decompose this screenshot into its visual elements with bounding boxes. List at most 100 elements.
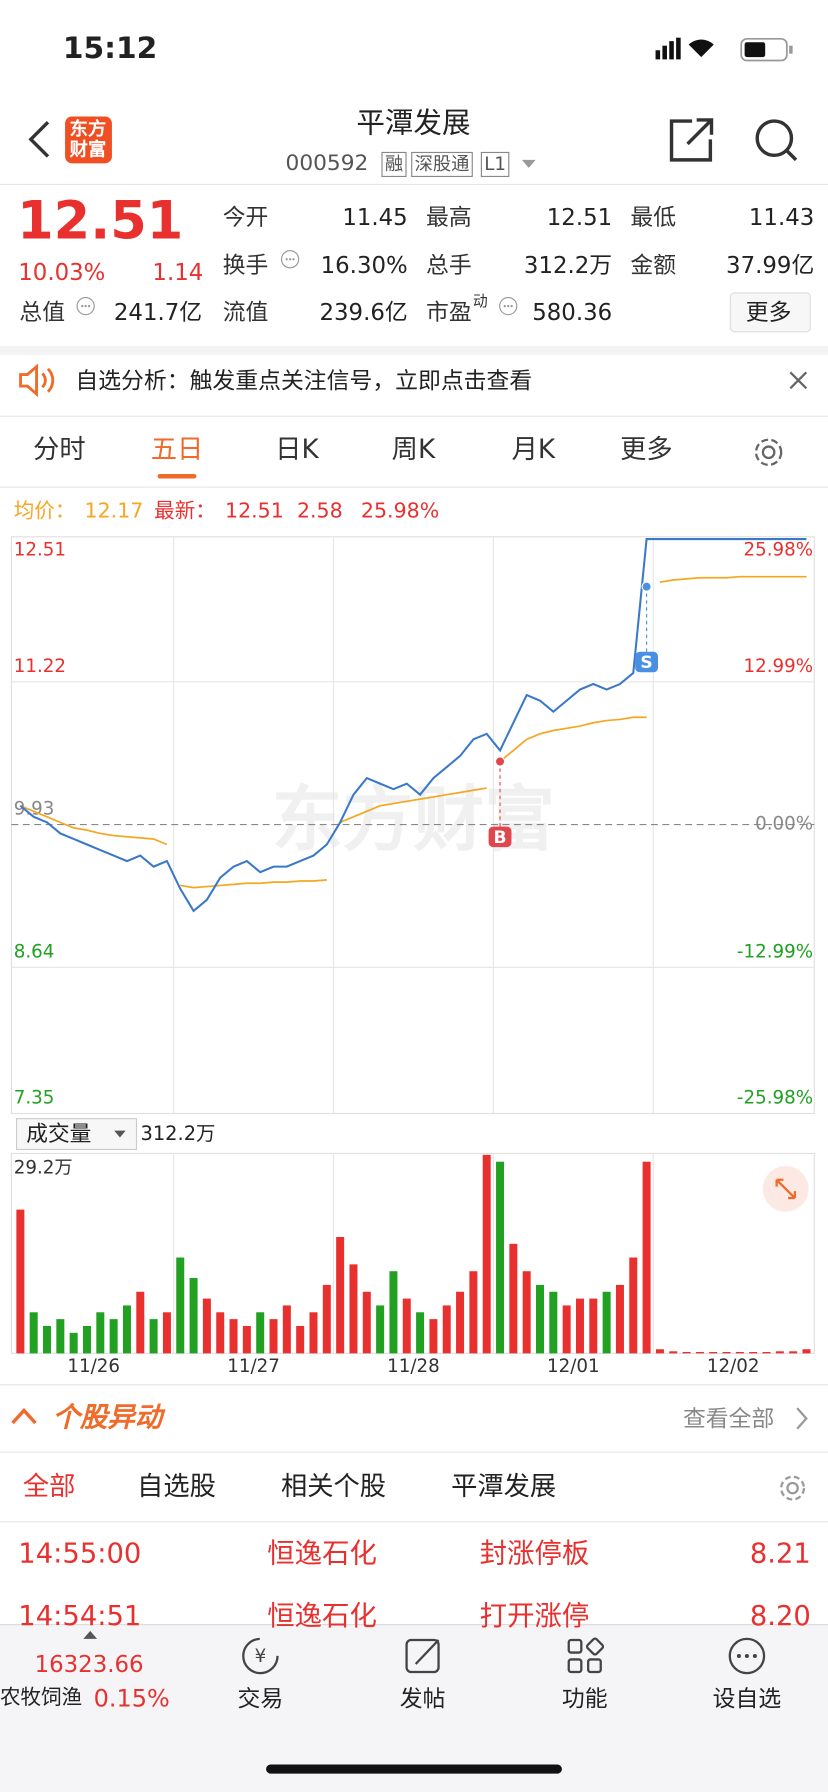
volume-bar bbox=[296, 1325, 305, 1354]
index-name: 农牧饲渔 bbox=[0, 1685, 83, 1710]
volume-bar bbox=[749, 1351, 758, 1354]
home-indicator bbox=[266, 1764, 562, 1774]
volume-bar bbox=[96, 1312, 105, 1354]
volume-bar bbox=[229, 1319, 238, 1354]
stock-title: 平潭发展 bbox=[356, 106, 471, 140]
period-tab[interactable]: 月K bbox=[511, 435, 556, 465]
tag: 融 bbox=[381, 151, 407, 178]
volume-bar bbox=[349, 1264, 358, 1354]
field-sup: 动 bbox=[472, 293, 488, 311]
news-cell: 打开涨停 bbox=[479, 1600, 590, 1633]
y-tick-label: 7.35 bbox=[14, 1088, 55, 1109]
change-pct: 10.03% bbox=[18, 258, 106, 286]
field-value: 312.2万 bbox=[523, 251, 613, 279]
more-button[interactable]: 更多 bbox=[729, 292, 811, 333]
last-value: 12.51 bbox=[224, 499, 284, 524]
news-tab[interactable]: 自选股 bbox=[137, 1472, 216, 1502]
view-all[interactable]: 查看全部 bbox=[682, 1404, 775, 1433]
field-value: 16.30% bbox=[320, 251, 408, 279]
news-tab[interactable]: 相关个股 bbox=[280, 1472, 387, 1502]
price-line bbox=[19, 538, 807, 913]
period-tab[interactable]: 五日 bbox=[150, 435, 204, 465]
more-text: 更多 bbox=[745, 298, 792, 326]
app-logo: 东方 财富 bbox=[65, 116, 112, 164]
volume-bar bbox=[282, 1305, 291, 1354]
volume-bar bbox=[322, 1284, 331, 1354]
info-icon[interactable] bbox=[280, 249, 303, 272]
news-tab[interactable]: 全部 bbox=[22, 1472, 76, 1502]
marker-box bbox=[635, 651, 659, 673]
volume-bar bbox=[389, 1271, 398, 1354]
volume-bar bbox=[149, 1319, 158, 1354]
period-tab[interactable]: 分时 bbox=[33, 435, 86, 465]
volume-total: 312.2万 bbox=[140, 1122, 216, 1146]
up-arrow bbox=[83, 1630, 98, 1639]
logo-text: 东方 bbox=[69, 117, 107, 140]
field-value: 12.51 bbox=[546, 203, 613, 231]
volume-bar bbox=[469, 1271, 478, 1354]
settings-icon[interactable] bbox=[751, 435, 785, 469]
period-tab[interactable]: 更多 bbox=[620, 435, 673, 465]
back-button[interactable] bbox=[23, 119, 57, 160]
volume-bar bbox=[482, 1154, 491, 1354]
field-label: 总值 bbox=[19, 298, 66, 326]
last-label: 最新： bbox=[154, 499, 216, 524]
header-icons[interactable] bbox=[667, 114, 804, 165]
x-tick-label: 11/26 bbox=[67, 1356, 120, 1377]
info-icon[interactable] bbox=[498, 296, 521, 319]
dropdown-arrow bbox=[114, 1130, 126, 1138]
volume-bar bbox=[522, 1271, 531, 1354]
marker-label: S bbox=[640, 653, 652, 673]
volume-frame bbox=[10, 1152, 815, 1354]
dropdown-arrow[interactable] bbox=[520, 158, 538, 172]
x-tick-label: 12/01 bbox=[547, 1356, 600, 1377]
field-value: 580.36 bbox=[532, 298, 613, 326]
volume-bar bbox=[682, 1351, 691, 1354]
change: 1.14 bbox=[152, 258, 204, 286]
banner-text[interactable]: 自选分析：触发重点关注信号，立即点击查看 bbox=[75, 366, 533, 395]
field-value: 37.99亿 bbox=[726, 251, 815, 279]
field-label: 市盈 bbox=[425, 298, 472, 326]
divider bbox=[0, 415, 828, 417]
nav-item[interactable]: 交易 bbox=[237, 1684, 284, 1712]
volume-bar bbox=[709, 1351, 718, 1354]
volume-bar bbox=[136, 1291, 145, 1354]
volume-bar bbox=[615, 1284, 624, 1354]
volume-bar bbox=[269, 1319, 278, 1354]
volume-bar bbox=[256, 1312, 265, 1354]
news-cell: 恒逸石化 bbox=[267, 1600, 377, 1633]
settings-icon[interactable] bbox=[777, 1472, 809, 1504]
nav-item[interactable]: 发帖 bbox=[399, 1684, 446, 1712]
volume-bar bbox=[16, 1209, 25, 1354]
volume-bar bbox=[242, 1325, 251, 1354]
period-tab[interactable]: 周K bbox=[391, 435, 436, 465]
y2-tick-label: 25.98% bbox=[743, 539, 813, 560]
volume-bar bbox=[29, 1312, 38, 1354]
volume-bar bbox=[402, 1298, 411, 1354]
close-icon[interactable] bbox=[788, 370, 809, 391]
index-pct: 0.15% bbox=[93, 1684, 170, 1712]
chart: 东方财富 11/26 11/27 11/28 12/01 12/02 12.51 11.22 9… bbox=[10, 536, 815, 1377]
index-value[interactable]: 16323.66 bbox=[34, 1650, 144, 1678]
nav-item[interactable]: 功能 bbox=[561, 1684, 608, 1712]
divider bbox=[0, 183, 828, 186]
volume-bar bbox=[562, 1305, 571, 1354]
info-icon[interactable] bbox=[75, 296, 98, 319]
volume-bar bbox=[429, 1319, 438, 1354]
news-cell: 封涨停板 bbox=[479, 1537, 590, 1570]
news-tab[interactable]: 平潭发展 bbox=[451, 1472, 557, 1502]
average-line bbox=[659, 575, 807, 584]
tab-underline bbox=[157, 473, 197, 479]
average-line bbox=[499, 716, 647, 763]
average-line bbox=[20, 804, 168, 846]
volume-bar bbox=[189, 1278, 198, 1354]
volume-bar bbox=[509, 1243, 518, 1354]
volume-bar bbox=[549, 1291, 558, 1354]
volume-selector[interactable]: 成交量 bbox=[15, 1118, 138, 1151]
news-cell: 14:54:51 bbox=[18, 1600, 142, 1633]
collapse-icon[interactable] bbox=[9, 1405, 39, 1428]
period-tab[interactable]: 日K bbox=[275, 435, 319, 465]
nav-item[interactable]: 设自选 bbox=[712, 1684, 782, 1712]
